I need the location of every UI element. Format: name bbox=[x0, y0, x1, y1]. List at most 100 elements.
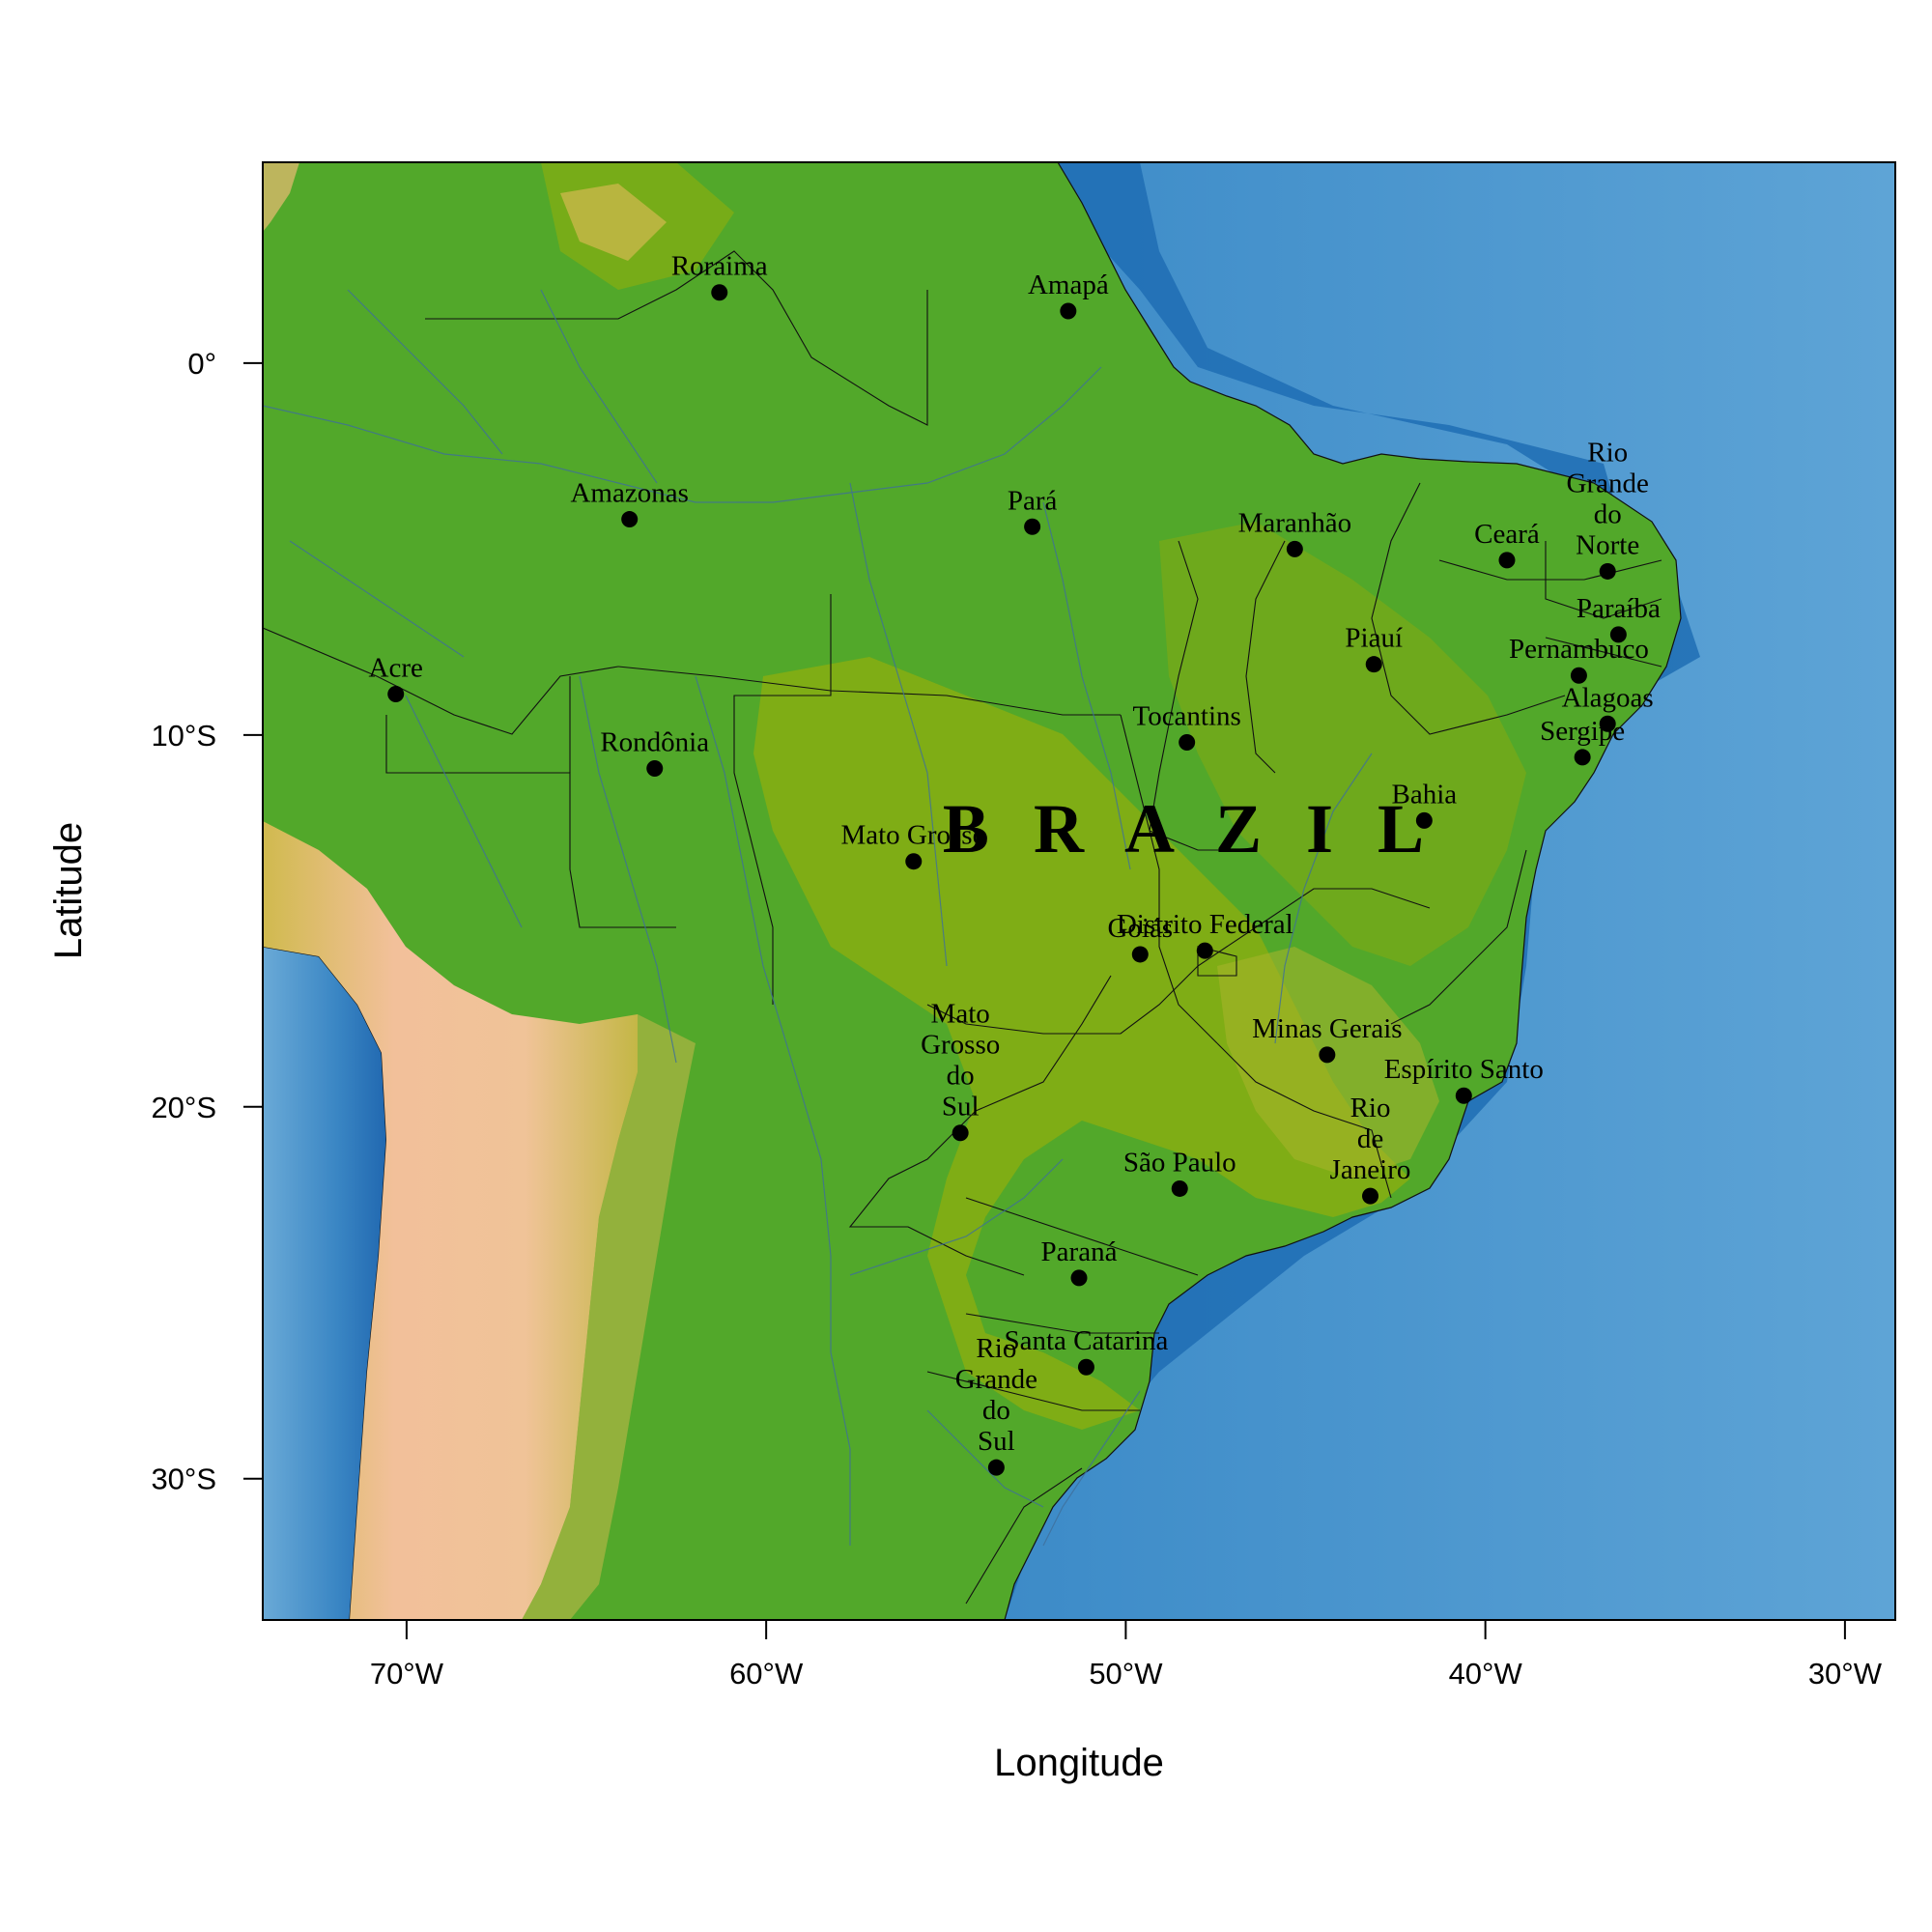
state-marker-group: Espírito Santo bbox=[1384, 1054, 1544, 1104]
state-capital-point bbox=[1415, 811, 1433, 829]
rivers bbox=[263, 289, 1373, 1547]
state-name-label: Acre bbox=[369, 652, 423, 683]
guiana-highland-peak bbox=[560, 184, 667, 261]
state-capital-point bbox=[1609, 626, 1627, 643]
state-capital-point bbox=[1599, 715, 1616, 732]
state-name-label: Grande bbox=[1567, 468, 1649, 498]
state-capital-point bbox=[1060, 302, 1077, 320]
state-name-label: Rio bbox=[1350, 1093, 1391, 1123]
state-marker-group: Pará bbox=[1008, 485, 1058, 535]
state-capital-point bbox=[1319, 1046, 1336, 1064]
state-capital-point bbox=[1171, 1179, 1188, 1197]
state-marker-group: Goiás bbox=[1107, 913, 1173, 963]
x-tick-label: 30°W bbox=[1808, 1657, 1883, 1690]
state-name-label: Rio bbox=[1587, 437, 1628, 468]
state-capital-point bbox=[711, 284, 728, 301]
y-axis-title: Latitude bbox=[47, 822, 90, 959]
state-name-label: Paraná bbox=[1041, 1236, 1118, 1267]
state-name-label: Alagoas bbox=[1562, 682, 1654, 713]
state-borders bbox=[263, 250, 1662, 1605]
state-name-label: Rondônia bbox=[600, 726, 709, 757]
x-tick-label: 60°W bbox=[729, 1657, 804, 1690]
state-name-label: Norte bbox=[1576, 529, 1639, 560]
state-marker-group: Mato Grosso bbox=[840, 820, 986, 870]
state-marker-group: Pernambuco bbox=[1509, 634, 1649, 684]
state-capital-point bbox=[1362, 1187, 1379, 1205]
state-marker-group: Sergipe bbox=[1540, 716, 1625, 766]
northeast-plateau bbox=[1159, 522, 1526, 966]
country-label: B R A Z I L bbox=[943, 790, 1437, 867]
state-capital-point bbox=[905, 853, 923, 870]
state-name-label: Distrito Federal bbox=[1117, 909, 1293, 940]
state-marker-group: Tocantins bbox=[1133, 701, 1241, 752]
state-name-label: Paraíba bbox=[1577, 593, 1661, 624]
state-name-label: Mato Grosso bbox=[840, 820, 986, 851]
state-marker-group: Alagoas bbox=[1562, 682, 1654, 732]
state-capital-point bbox=[1070, 1269, 1088, 1287]
state-name-label: Sul bbox=[978, 1426, 1015, 1457]
state-name-label: do bbox=[947, 1061, 975, 1092]
y-tick-label: 10°S bbox=[151, 719, 216, 753]
state-capital-point bbox=[1196, 942, 1213, 959]
state-name-label: Goiás bbox=[1107, 913, 1173, 944]
x-tick-label: 50°W bbox=[1089, 1657, 1163, 1690]
y-tick-label: 30°S bbox=[151, 1463, 216, 1496]
y-tick-label: 20°S bbox=[151, 1091, 216, 1124]
y-tick-label: 0° bbox=[187, 347, 216, 381]
state-name-label: Rio bbox=[976, 1333, 1016, 1364]
state-name-label: de bbox=[1357, 1123, 1383, 1154]
state-capital-point bbox=[1286, 540, 1303, 557]
state-capital-point bbox=[1570, 667, 1587, 684]
state-name-label: do bbox=[1594, 498, 1622, 529]
state-name-label: Grande bbox=[955, 1364, 1037, 1395]
state-marker-group: Roraima bbox=[671, 251, 768, 301]
state-marker-group: São Paulo bbox=[1123, 1147, 1236, 1197]
state-marker-group: Acre bbox=[369, 652, 423, 702]
state-capital-point bbox=[1179, 734, 1196, 752]
state-name-label: Espírito Santo bbox=[1384, 1054, 1544, 1085]
state-marker-group: Bahia bbox=[1392, 779, 1458, 829]
state-marker-group: Rondônia bbox=[600, 726, 709, 777]
state-capital-point bbox=[1498, 552, 1516, 569]
state-marker-group: Distrito Federal bbox=[1117, 909, 1293, 959]
state-name-label: Santa Catarina bbox=[1004, 1325, 1168, 1356]
state-name-label: Grosso bbox=[921, 1030, 1000, 1061]
state-capital-point bbox=[1077, 1358, 1094, 1376]
state-capital-point bbox=[987, 1459, 1005, 1476]
x-tick-label: 40°W bbox=[1449, 1657, 1523, 1690]
state-marker-group: Maranhão bbox=[1238, 507, 1352, 557]
state-name-label: Maranhão bbox=[1238, 507, 1352, 538]
state-capital-point bbox=[646, 759, 664, 777]
x-axis-title: Longitude bbox=[994, 1742, 1164, 1784]
x-axis: 70°W 60°W 50°W 40°W 30°W bbox=[370, 1620, 1883, 1690]
state-name-label: Pará bbox=[1008, 485, 1058, 516]
pacific-ocean bbox=[263, 947, 386, 1620]
central-plateau bbox=[753, 657, 1410, 1430]
state-marker-group: Minas Gerais bbox=[1252, 1013, 1403, 1064]
state-marker-group: Paraná bbox=[1041, 1236, 1118, 1287]
state-name-label: Sul bbox=[942, 1092, 980, 1122]
state-capital-point bbox=[1455, 1087, 1472, 1104]
state-marker-group: Paraíba bbox=[1577, 593, 1661, 643]
state-name-label: Bahia bbox=[1392, 779, 1458, 810]
map-panel bbox=[263, 162, 1895, 1620]
state-name-label: Pernambuco bbox=[1509, 634, 1649, 665]
state-name-label: Mato bbox=[931, 999, 990, 1030]
state-name-label: do bbox=[982, 1395, 1010, 1426]
state-name-label: Amazonas bbox=[570, 478, 688, 509]
state-capital-point bbox=[952, 1124, 969, 1142]
state-labels: Roraima Amapá Amazonas Pará Maranhão Ceará Rio… bbox=[369, 251, 1661, 1476]
state-marker-group: Santa Catarina bbox=[1004, 1325, 1169, 1376]
state-capital-point bbox=[1599, 562, 1616, 580]
state-name-label: Amapá bbox=[1028, 270, 1109, 300]
state-capital-point bbox=[1131, 946, 1149, 963]
state-capital-point bbox=[1574, 749, 1591, 766]
state-name-label: Ceará bbox=[1474, 519, 1540, 550]
state-name-label: Piauí bbox=[1345, 623, 1403, 654]
state-name-label: Janeiro bbox=[1330, 1154, 1411, 1185]
state-name-label: Minas Gerais bbox=[1252, 1013, 1402, 1044]
state-marker-group: Amazonas bbox=[570, 478, 689, 528]
